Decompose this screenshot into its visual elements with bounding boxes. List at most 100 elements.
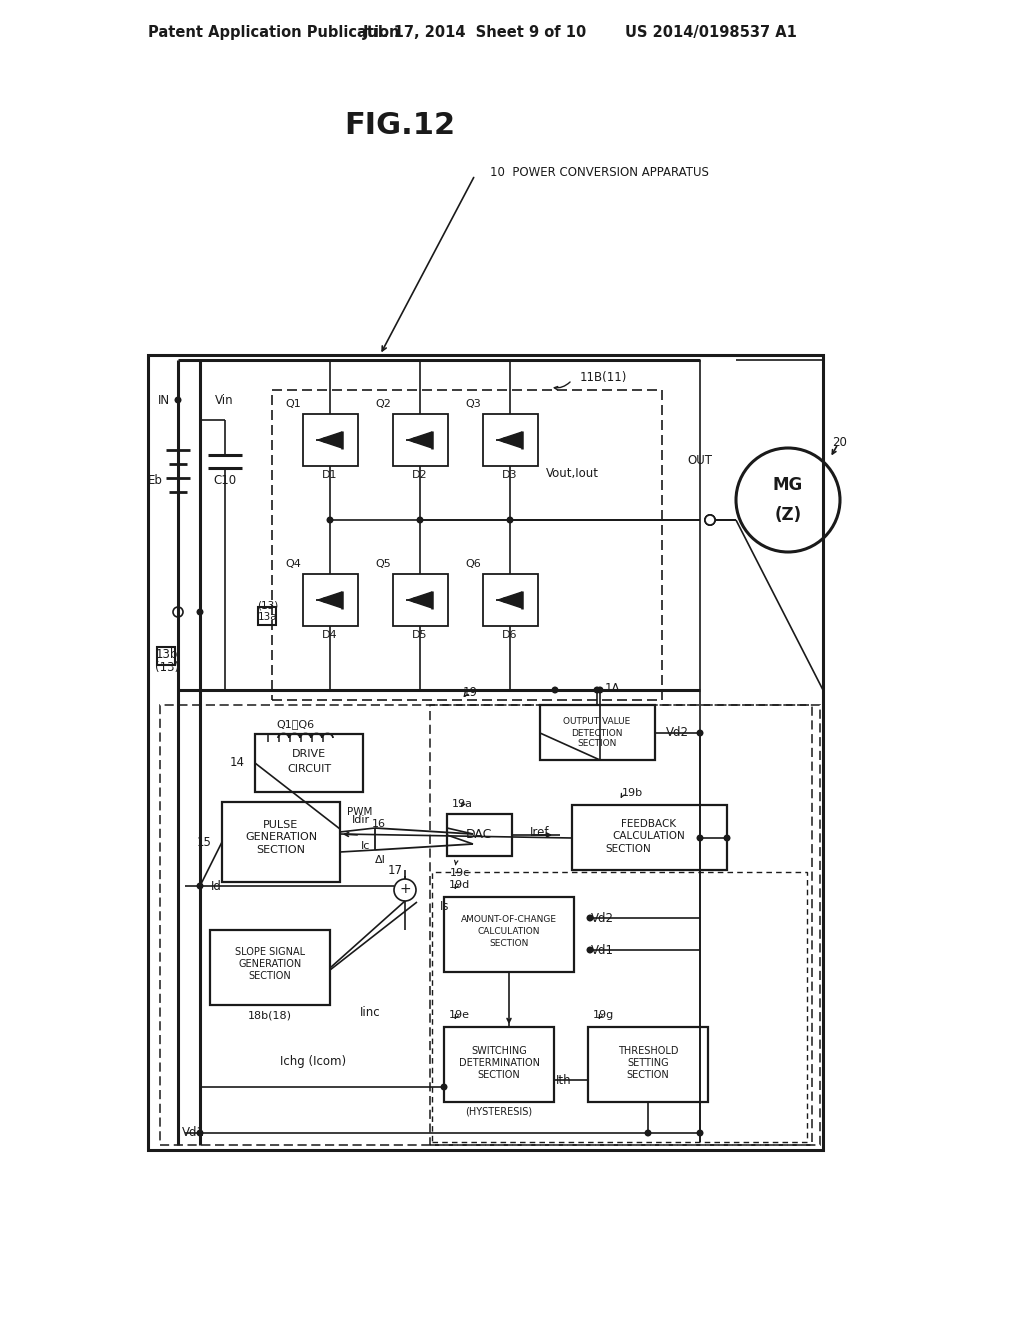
Bar bbox=[255, 734, 362, 792]
Text: DETERMINATION: DETERMINATION bbox=[459, 1059, 540, 1068]
Text: 17: 17 bbox=[387, 865, 402, 878]
Bar bbox=[303, 574, 358, 626]
Text: Ichg (Icom): Ichg (Icom) bbox=[280, 1056, 346, 1068]
Bar bbox=[222, 803, 340, 882]
Text: SLOPE SIGNAL: SLOPE SIGNAL bbox=[234, 946, 305, 957]
Text: MG: MG bbox=[773, 477, 803, 494]
Text: 18b(18): 18b(18) bbox=[248, 1011, 292, 1020]
Circle shape bbox=[417, 516, 424, 524]
Text: (Z): (Z) bbox=[774, 506, 802, 524]
Text: SECTION: SECTION bbox=[605, 843, 651, 854]
Circle shape bbox=[552, 686, 558, 693]
Circle shape bbox=[197, 1130, 204, 1137]
Bar bbox=[303, 414, 358, 466]
Text: 19c: 19c bbox=[450, 869, 470, 878]
Circle shape bbox=[696, 834, 703, 842]
Text: Is: Is bbox=[440, 899, 450, 912]
Text: US 2014/0198537 A1: US 2014/0198537 A1 bbox=[625, 25, 797, 40]
Text: SECTION: SECTION bbox=[578, 739, 616, 748]
Bar bbox=[258, 607, 276, 624]
Circle shape bbox=[724, 834, 730, 842]
Text: (HYSTERESIS): (HYSTERESIS) bbox=[466, 1107, 532, 1117]
Circle shape bbox=[696, 730, 703, 737]
Text: 20: 20 bbox=[833, 436, 848, 449]
Text: 15: 15 bbox=[198, 836, 212, 849]
Text: Q1: Q1 bbox=[286, 399, 301, 409]
Bar bbox=[430, 705, 812, 1144]
Circle shape bbox=[705, 515, 715, 525]
Bar bbox=[444, 898, 574, 972]
Circle shape bbox=[587, 946, 594, 953]
Polygon shape bbox=[318, 591, 342, 609]
Circle shape bbox=[507, 516, 513, 524]
Text: Id: Id bbox=[211, 879, 222, 892]
Circle shape bbox=[197, 609, 204, 615]
Text: D1: D1 bbox=[323, 470, 338, 480]
Polygon shape bbox=[408, 591, 432, 609]
Circle shape bbox=[440, 1084, 447, 1090]
Circle shape bbox=[696, 1130, 703, 1137]
Text: 19b: 19b bbox=[622, 788, 643, 799]
Text: +: + bbox=[399, 882, 411, 896]
Text: Vin: Vin bbox=[215, 393, 233, 407]
Text: OUT: OUT bbox=[687, 454, 713, 466]
Text: 19d: 19d bbox=[449, 880, 470, 890]
Text: DRIVE: DRIVE bbox=[292, 748, 326, 759]
Text: 19e: 19e bbox=[449, 1010, 470, 1020]
Circle shape bbox=[597, 686, 603, 693]
Circle shape bbox=[705, 515, 715, 525]
Text: SECTION: SECTION bbox=[477, 1071, 520, 1080]
Text: SETTING: SETTING bbox=[627, 1059, 669, 1068]
Circle shape bbox=[644, 1130, 651, 1137]
Circle shape bbox=[197, 883, 204, 890]
Text: SECTION: SECTION bbox=[256, 845, 305, 855]
Text: PULSE: PULSE bbox=[263, 820, 299, 830]
Text: DAC: DAC bbox=[466, 829, 493, 842]
Text: Iinc: Iinc bbox=[360, 1006, 381, 1019]
Polygon shape bbox=[408, 432, 432, 447]
Text: GENERATION: GENERATION bbox=[245, 832, 317, 842]
Bar bbox=[483, 574, 538, 626]
Text: Q4: Q4 bbox=[285, 558, 301, 569]
Text: SECTION: SECTION bbox=[627, 1071, 670, 1080]
Text: 14: 14 bbox=[230, 756, 245, 770]
Bar bbox=[447, 814, 512, 855]
Text: D4: D4 bbox=[323, 630, 338, 640]
Text: DETECTION: DETECTION bbox=[571, 729, 623, 738]
Bar bbox=[540, 705, 655, 760]
Text: Ith: Ith bbox=[556, 1073, 571, 1086]
Bar bbox=[483, 414, 538, 466]
Circle shape bbox=[327, 516, 334, 524]
Text: C10: C10 bbox=[213, 474, 237, 487]
Bar bbox=[148, 355, 823, 1150]
Text: 19: 19 bbox=[463, 686, 477, 700]
Text: THRESHOLD: THRESHOLD bbox=[617, 1045, 678, 1056]
Bar bbox=[444, 1027, 554, 1102]
Text: 19g: 19g bbox=[593, 1010, 614, 1020]
Text: SECTION: SECTION bbox=[249, 972, 292, 981]
Bar bbox=[572, 805, 727, 870]
Text: D5: D5 bbox=[413, 630, 428, 640]
Text: Vout,Iout: Vout,Iout bbox=[546, 467, 598, 480]
Circle shape bbox=[173, 607, 183, 616]
Bar bbox=[432, 873, 807, 1142]
Text: D3: D3 bbox=[502, 470, 518, 480]
Text: Jul. 17, 2014  Sheet 9 of 10: Jul. 17, 2014 Sheet 9 of 10 bbox=[362, 25, 587, 40]
Text: Q2: Q2 bbox=[375, 399, 391, 409]
Text: PWM: PWM bbox=[347, 807, 373, 817]
Text: Q1～Q6: Q1～Q6 bbox=[275, 719, 314, 729]
Text: CIRCUIT: CIRCUIT bbox=[287, 764, 331, 774]
Text: Ic: Ic bbox=[360, 841, 370, 851]
Text: (13): (13) bbox=[257, 601, 279, 611]
Text: Vd2: Vd2 bbox=[666, 726, 688, 739]
Text: 13a: 13a bbox=[258, 612, 278, 622]
Text: SWITCHING: SWITCHING bbox=[471, 1045, 527, 1056]
Circle shape bbox=[594, 686, 600, 693]
Bar bbox=[393, 414, 449, 466]
Bar bbox=[210, 931, 330, 1005]
Text: D6: D6 bbox=[502, 630, 518, 640]
Text: Eb: Eb bbox=[147, 474, 163, 487]
Text: Vd1: Vd1 bbox=[591, 944, 613, 957]
Text: FEEDBACK: FEEDBACK bbox=[622, 818, 677, 829]
Text: 10  POWER CONVERSION APPARATUS: 10 POWER CONVERSION APPARATUS bbox=[490, 165, 709, 178]
